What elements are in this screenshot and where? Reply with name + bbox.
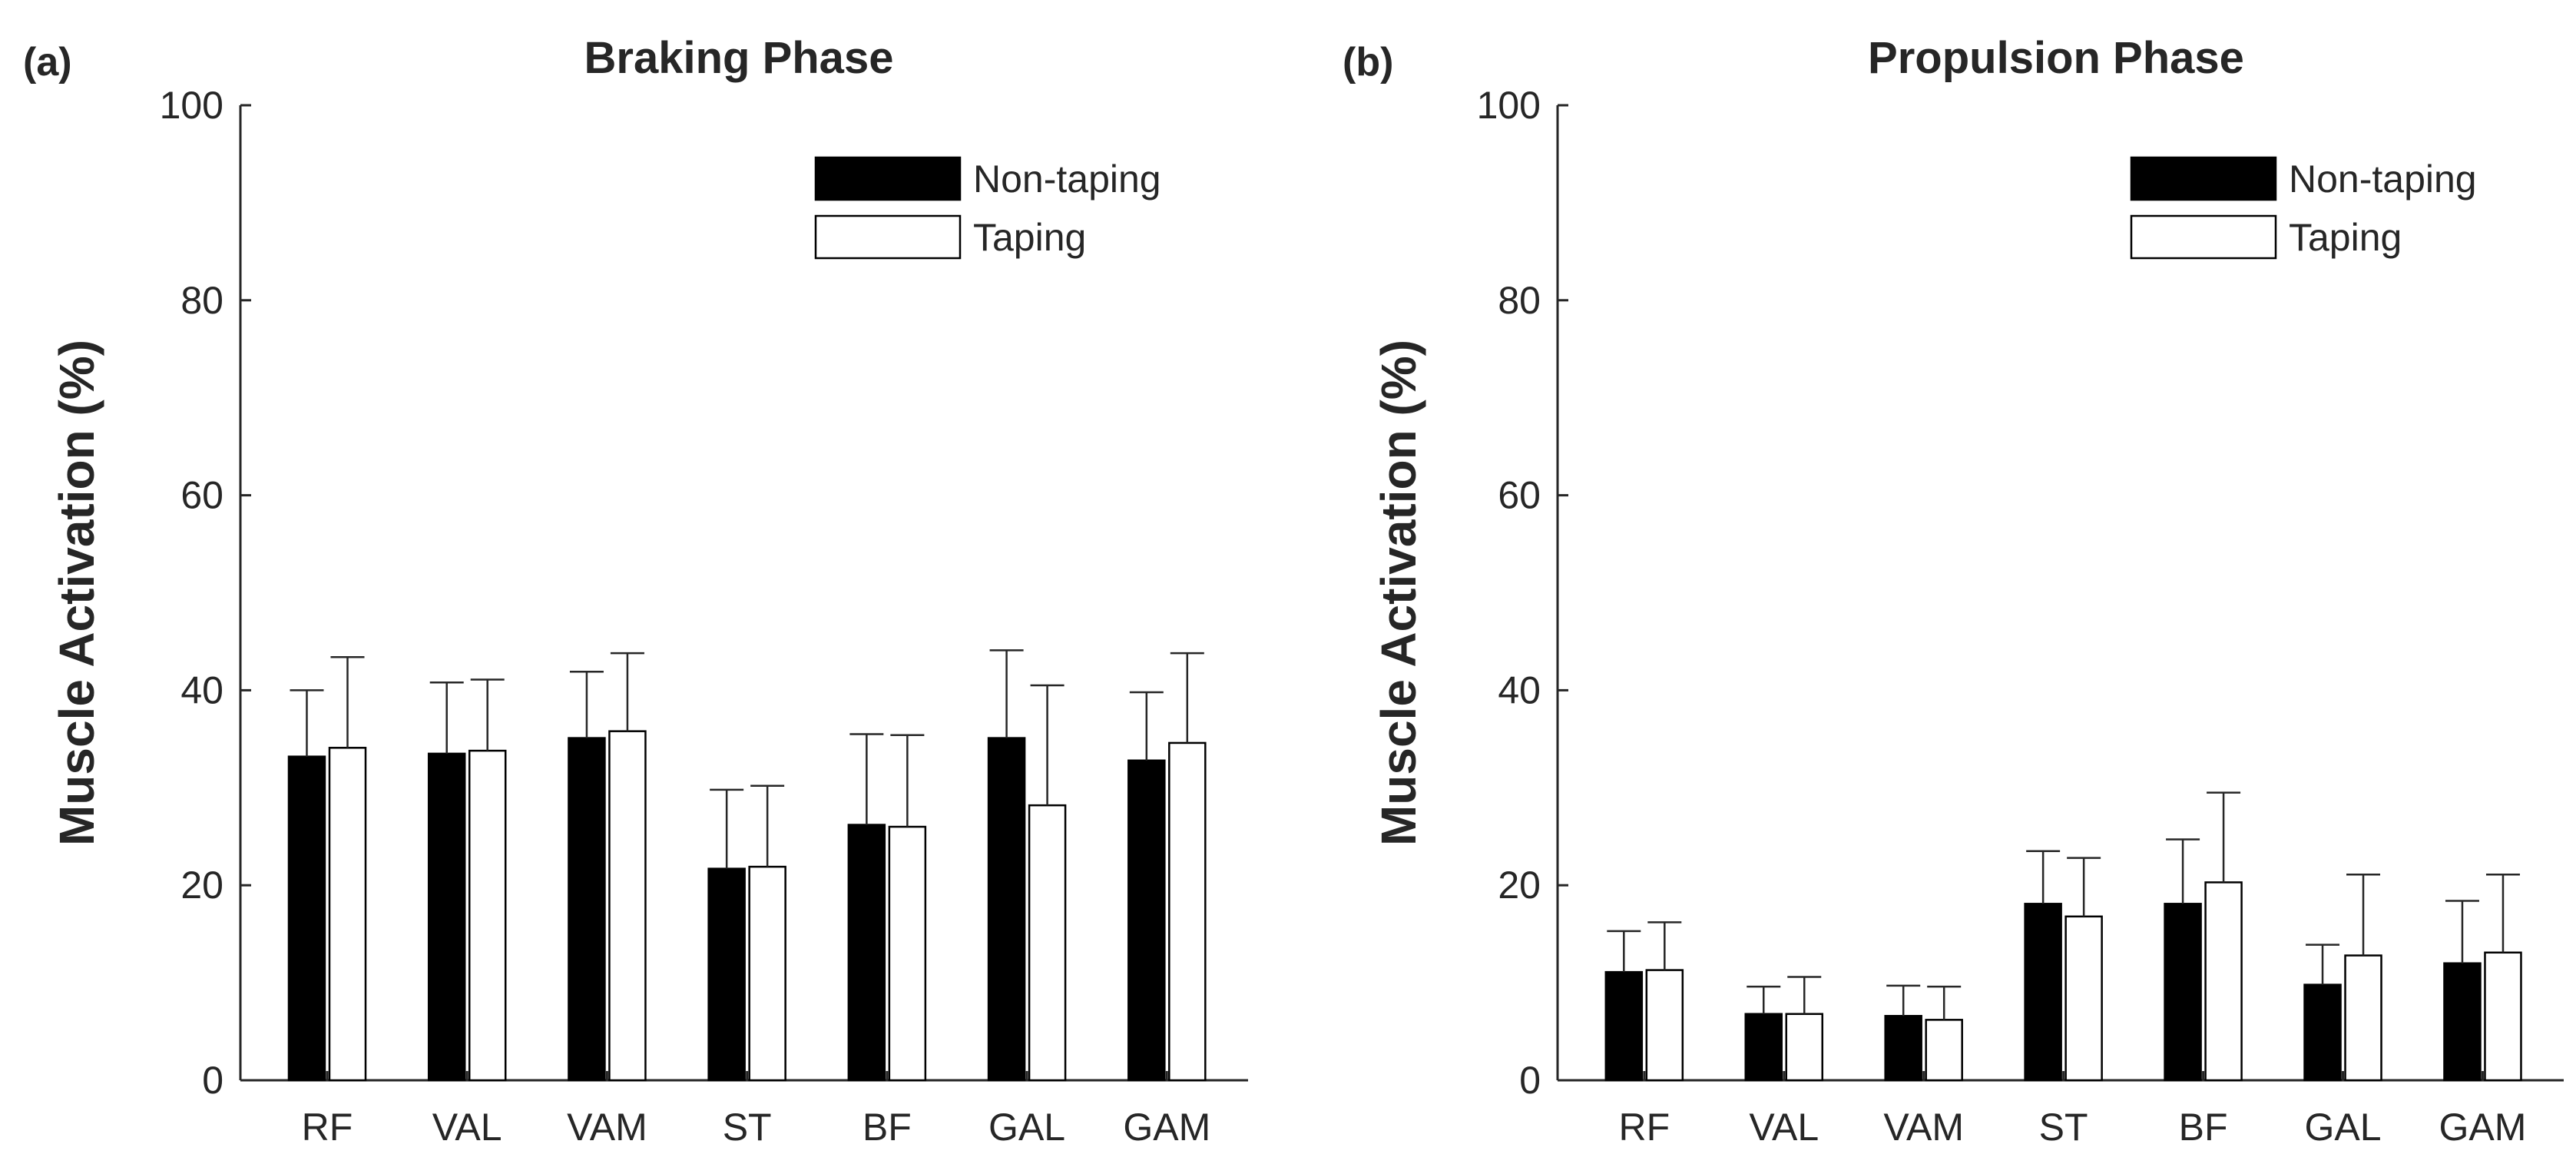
y-tick-label: 0 xyxy=(202,1059,223,1102)
non-taping-bar-st xyxy=(707,867,746,1082)
non-taping-bar-bf xyxy=(2164,903,2202,1082)
x-tick-label: VAM xyxy=(1883,1106,1964,1149)
x-tick-label: RF xyxy=(302,1106,353,1149)
x-tick-label: GAM xyxy=(1123,1106,1210,1149)
taping-bar-rf xyxy=(328,747,367,1082)
non-taping-bar-gam xyxy=(1127,759,1166,1082)
non-taping-bar-rf xyxy=(1604,970,1644,1082)
y-tick-label: 100 xyxy=(160,84,223,127)
propulsion-phase-chart: (b) Propulsion Phase Muscle Activation (%)… xyxy=(1343,33,2564,1149)
taping-bar-gam xyxy=(1168,741,1207,1082)
x-tick-label: BF xyxy=(2179,1106,2228,1149)
legend-swatch-non-taping xyxy=(814,156,962,201)
x-tick-label: VAL xyxy=(1749,1106,1819,1149)
taping-bar-vam xyxy=(1925,1019,1963,1082)
non-taping-bar-st xyxy=(2024,903,2062,1082)
non-taping-bar-gal xyxy=(987,737,1026,1082)
non-taping-bar-vam xyxy=(1884,1014,1922,1082)
taping-bar-val xyxy=(1785,1013,1823,1082)
braking-phase-chart: (a) Braking Phase Muscle Activation (%) 0 20… xyxy=(23,33,1248,1149)
non-taping-bar-val xyxy=(1744,1013,1783,1082)
y-tick-label: 20 xyxy=(1498,864,1541,907)
y-tick-label: 100 xyxy=(1477,84,1541,127)
taping-bar-st xyxy=(2064,915,2103,1082)
x-tick-label: RF xyxy=(1618,1106,1670,1149)
y-axis-label: Muscle Activation (%) xyxy=(49,340,104,846)
legend-label-non-taping: Non-taping xyxy=(973,158,1161,201)
y-tick-label: 80 xyxy=(180,279,223,322)
x-tick-label: GAL xyxy=(988,1106,1065,1149)
chart-title: Braking Phase xyxy=(584,33,894,83)
y-tick-label: 40 xyxy=(180,668,223,711)
taping-bar-gal xyxy=(1028,804,1067,1082)
x-tick-label: VAL xyxy=(432,1106,502,1149)
x-tick-label: VAM xyxy=(567,1106,647,1149)
legend-label-non-taping: Non-taping xyxy=(2289,158,2477,201)
non-taping-bar-bf xyxy=(847,824,886,1082)
non-taping-bar-rf xyxy=(287,755,326,1082)
x-tick-label: BF xyxy=(863,1106,912,1149)
taping-bar-rf xyxy=(1645,969,1684,1082)
legend-swatch-non-taping xyxy=(2130,156,2277,201)
y-tick-label: 40 xyxy=(1498,668,1541,711)
legend-swatch-taping xyxy=(2130,214,2277,260)
x-tick-label: ST xyxy=(723,1106,772,1149)
legend-label-taping: Taping xyxy=(2289,216,2402,259)
y-tick-label: 60 xyxy=(1498,474,1541,517)
taping-bar-val xyxy=(468,749,507,1082)
chart-title: Propulsion Phase xyxy=(1868,33,2244,83)
taping-bar-vam xyxy=(608,730,647,1082)
taping-bar-gam xyxy=(2484,951,2522,1082)
non-taping-bar-gam xyxy=(2443,962,2482,1082)
y-tick-label: 20 xyxy=(180,864,223,907)
y-tick-label: 60 xyxy=(180,474,223,517)
non-taping-bar-val xyxy=(427,752,466,1082)
x-tick-label: GAL xyxy=(2304,1106,2381,1149)
non-taping-bar-vam xyxy=(568,737,606,1082)
panel-label: (a) xyxy=(23,40,72,85)
legend-label-taping: Taping xyxy=(973,216,1086,259)
legend-swatch-taping xyxy=(814,214,962,260)
non-taping-bar-gal xyxy=(2303,983,2342,1082)
x-tick-label: GAM xyxy=(2439,1106,2527,1149)
x-tick-label: ST xyxy=(2039,1106,2088,1149)
taping-bar-gal xyxy=(2344,954,2382,1082)
panel-label: (b) xyxy=(1343,40,1393,85)
taping-bar-bf xyxy=(2204,881,2243,1082)
taping-bar-bf xyxy=(888,825,927,1082)
y-tick-label: 80 xyxy=(1498,279,1541,322)
y-axis-label: Muscle Activation (%) xyxy=(1371,340,1426,846)
y-tick-label: 0 xyxy=(1519,1059,1541,1102)
taping-bar-st xyxy=(748,865,786,1082)
